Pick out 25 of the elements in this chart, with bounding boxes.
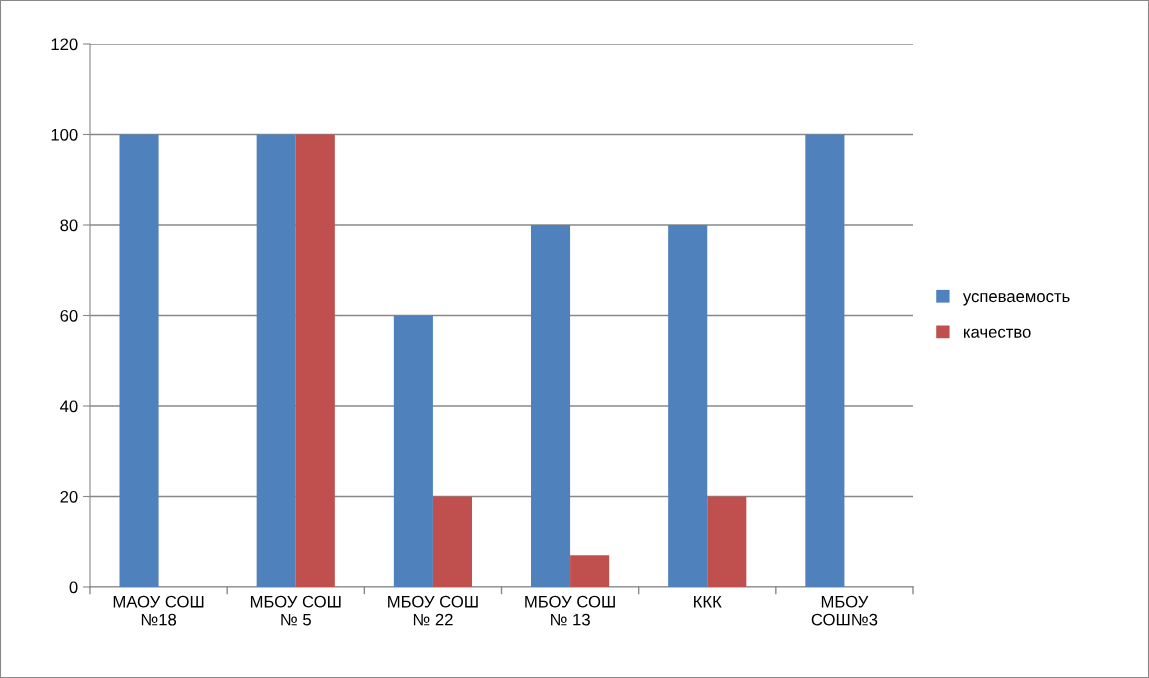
- bar: [432, 496, 473, 587]
- y-tick-label: 40: [60, 400, 78, 413]
- x-tick-label: МБОУ СОШ № 22: [388, 595, 478, 626]
- y-tick-label: 80: [60, 219, 78, 232]
- legend-label: качество: [964, 328, 1031, 338]
- x-tick-label: МАОУ СОШ №18: [113, 595, 204, 626]
- y-tick-label: 100: [51, 128, 78, 141]
- bar: [805, 134, 845, 587]
- x-tick-label: ККК: [694, 595, 722, 608]
- bar: [393, 315, 433, 587]
- bar: [119, 134, 159, 587]
- bar: [530, 225, 571, 587]
- x-tick-label: МБОУ СОШ № 5: [250, 595, 341, 626]
- y-tick-label: 60: [60, 309, 78, 322]
- x-tick-label: МБОУ СОШ№3: [811, 595, 878, 626]
- bar: [256, 134, 296, 587]
- bar: [295, 134, 335, 587]
- legend-label: успеваемость: [962, 293, 1070, 306]
- bar: [570, 555, 610, 587]
- x-tick-label: МБОУ СОШ № 13: [525, 595, 615, 626]
- y-tick-label: 120: [51, 38, 78, 51]
- bar: [668, 225, 708, 587]
- bar: [707, 496, 747, 587]
- y-tick-label: 20: [60, 490, 78, 503]
- y-tick-label: 0: [69, 581, 78, 594]
